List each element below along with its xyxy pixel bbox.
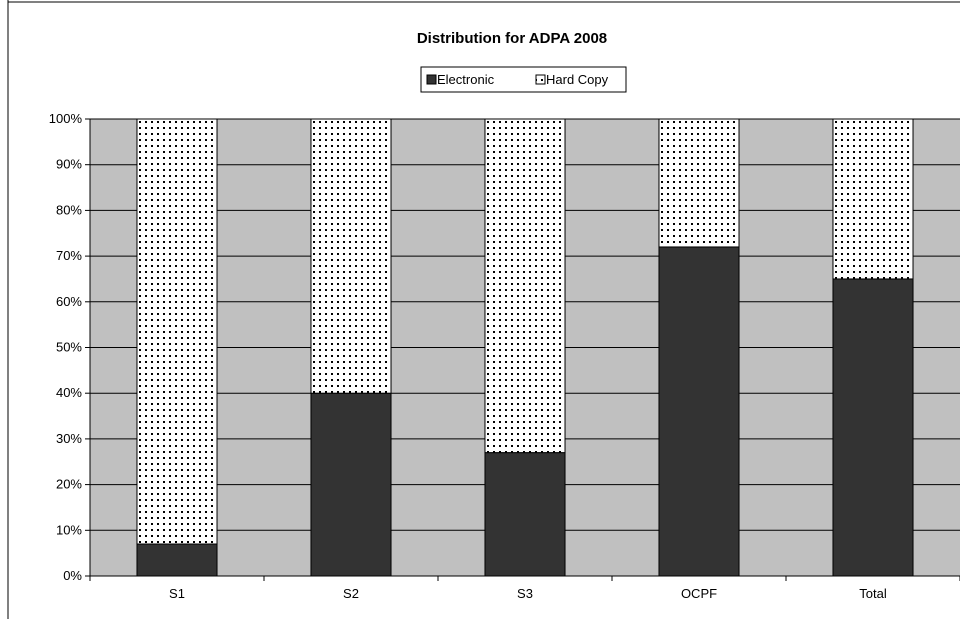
y-tick-label: 100% <box>49 111 83 126</box>
bar-electronic-s3 <box>484 452 566 577</box>
legend: Electronic Hard Copy <box>420 66 627 93</box>
legend-label-electronic: Electronic <box>437 72 495 87</box>
legend-box <box>420 66 627 93</box>
bar-electronic-s2 <box>310 392 392 577</box>
y-tick-label: 80% <box>56 202 82 217</box>
legend-swatch-electronic <box>426 74 437 85</box>
y-tick-label: 60% <box>56 294 82 309</box>
y-tick-label: 20% <box>56 477 82 492</box>
bar-electronic-s1 <box>136 543 218 577</box>
x-tick-label: OCPF <box>681 586 717 601</box>
x-axis: S1 S2 S3 OCPF Total <box>89 575 960 601</box>
y-axis: 0% 10% 20% 30% 40% 50% 60% 70% 80% 90% 100% <box>49 111 91 583</box>
bar-hard-copy-s2 <box>310 118 392 394</box>
bar-hard-copy-s1 <box>136 118 218 545</box>
y-tick-label: 50% <box>56 340 82 355</box>
y-tick-label: 90% <box>56 157 82 172</box>
bar-electronic-total <box>832 278 914 577</box>
x-tick-label: S1 <box>169 586 185 601</box>
bars <box>136 118 914 577</box>
x-tick-label: S3 <box>517 586 533 601</box>
y-tick-label: 40% <box>56 385 82 400</box>
y-tick-label: 10% <box>56 522 82 537</box>
y-tick-label: 70% <box>56 248 82 263</box>
bar-hard-copy-ocpf <box>658 118 740 248</box>
legend-label-hard-copy: Hard Copy <box>546 72 609 87</box>
bar-electronic-ocpf <box>658 246 740 577</box>
bar-hard-copy-s3 <box>484 118 566 454</box>
x-tick-label: S2 <box>343 586 359 601</box>
x-tick-label: Total <box>859 586 887 601</box>
y-tick-label: 0% <box>63 568 82 583</box>
legend-swatch-hard-copy <box>535 74 546 85</box>
chart-title: Distribution for ADPA 2008 <box>417 30 607 47</box>
bar-hard-copy-total <box>832 118 914 280</box>
y-tick-label: 30% <box>56 431 82 446</box>
